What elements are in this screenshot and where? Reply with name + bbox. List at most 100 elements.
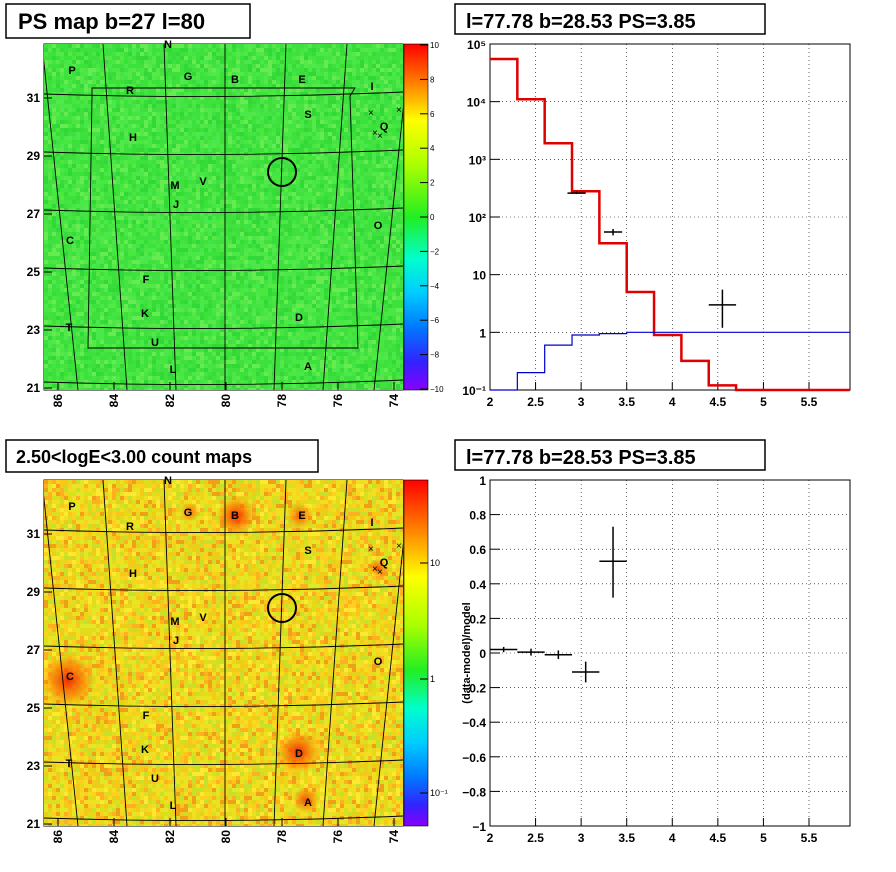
source-label: R [126,85,134,97]
x-tick-label: 74 [387,830,401,844]
residual-point [490,646,518,653]
x-tick-label: 3.5 [618,831,635,845]
colorbar-tick-label: 4 [430,144,435,153]
y-tick-label: 25 [27,265,41,279]
source-label: F [143,274,150,286]
ps-map-mask-outline [87,87,359,349]
x-tick-label: 2.5 [527,831,544,845]
spectrum-title: l=77.78 b=28.53 PS=3.85 [466,11,696,33]
y-tick-label: 23 [27,759,41,773]
x-tick-label: 82 [163,830,177,844]
y-tick-label: 29 [27,585,41,599]
y-tick-label: 0 [479,647,486,661]
source-label: S [304,545,311,557]
source-label: C [66,671,74,683]
x-tick-label: 76 [331,394,345,408]
colorbar-tick-label: 10⁻¹ [430,788,448,798]
source-label: U [151,773,159,785]
residual-point [572,661,600,683]
count-map-colorbar-ticks: 10 1 10⁻¹ [420,558,448,798]
y-tick-label: 0.8 [469,509,486,523]
background-histogram [490,331,850,391]
source-label: E [298,74,305,86]
y-tick-label: 29 [27,149,41,163]
source-label: O [374,656,383,668]
x-tick-label: 78 [275,394,289,408]
residual-points [490,526,627,683]
source-label: I [370,81,373,93]
colorbar-tick-label: 8 [430,75,435,84]
colorbar-tick-label: 0 [430,213,435,222]
x-tick-label: 84 [107,830,121,844]
source-label: G [184,507,193,519]
y-tick-label: 10 [473,269,487,283]
source-label: H [129,132,137,144]
colorbar-tick-label: −2 [430,247,440,256]
residual-title-box [454,439,766,471]
x-tick-label: 3 [578,395,585,409]
y-tick-label: 0.2 [469,612,486,626]
source-label: N [164,39,172,51]
colorbar-tick-label: 1 [430,674,435,684]
source-label: D [295,748,303,760]
residual-point [544,650,573,660]
source-label: O [374,220,383,232]
source-label: D [295,312,303,324]
source-label: Q [380,557,389,569]
ps-map-title: PS map b=27 l=80 [18,9,205,34]
ps-map-y-ticks: 31 29 27 25 23 21 [27,91,52,395]
y-tick-label: −1 [472,820,486,834]
x-tick-label: 5.5 [801,831,818,845]
x-tick-label: 3.5 [618,395,635,409]
y-tick-label: 31 [27,527,41,541]
colorbar-tick-label: −6 [430,316,440,325]
ps-map-x-marks: ×××× [368,105,402,142]
source-label: P [68,65,75,77]
colorbar-tick-label: 10 [430,558,440,568]
source-label: L [170,800,177,812]
x-tick-label: 80 [219,830,233,844]
source-label: G [184,71,193,83]
source-label: T [66,758,73,770]
source-label: V [199,176,207,188]
x-tick-label: 86 [51,394,65,408]
x-tick-label: 4.5 [710,831,727,845]
colorbar-tick-label: −4 [430,282,440,291]
residual-panel: l=77.78 b=28.53 PS=3.85 2 2.5 3 3.5 4 4.5 5 5.5… [454,439,851,845]
residual-ticks: 2 2.5 3 3.5 4 4.5 5 5.5 1 0.8 0.6 0.4 0.2 0 −0.2 −0.4 −0… [462,474,817,845]
ps-map-title-box [5,3,251,39]
source-label: J [173,635,179,647]
x-tick-label: 2 [487,395,494,409]
source-label: U [151,337,159,349]
x-tick-label: 2 [487,831,494,845]
source-label: L [170,364,177,376]
source-label: A [304,797,312,809]
x-tick-label: 74 [387,394,401,408]
count-map-source-labels: N P G B E I R S Q H M V J O C F K D T U L A [66,475,389,812]
residual-ylabel: (data-model)/model [461,602,473,703]
source-label: C [66,235,74,247]
source-label: Q [380,121,389,133]
count-map-x-marks: ×××× [368,541,402,578]
y-tick-label: 23 [27,323,41,337]
x-tick-label: 5 [760,831,767,845]
count-map-y-ticks: 31 29 27 25 23 21 [27,527,52,831]
colorbar-tick-label: −10 [430,385,444,394]
spectrum-panel: l=77.78 b=28.53 PS=3.85 2 2.5 3 3.5 4 4.5 5 5.5… [454,3,851,409]
y-tick-label: 27 [27,643,41,657]
x-tick-label: 4 [669,831,676,845]
source-label: P [68,501,75,513]
colorbar-tick-label: 2 [430,179,435,188]
y-tick-label: 10⁻¹ [462,384,486,398]
source-label: R [126,521,134,533]
y-tick-label: −0.8 [462,785,486,799]
x-tick-label: 84 [107,394,121,408]
source-label: S [304,109,311,121]
x-tick-label: 4.5 [710,395,727,409]
x-tick-label: 5.5 [801,395,818,409]
count-map-grid [44,480,403,826]
count-map-colorbar [403,479,429,827]
count-map-x-ticks: 86 84 82 80 78 76 74 [51,818,401,843]
